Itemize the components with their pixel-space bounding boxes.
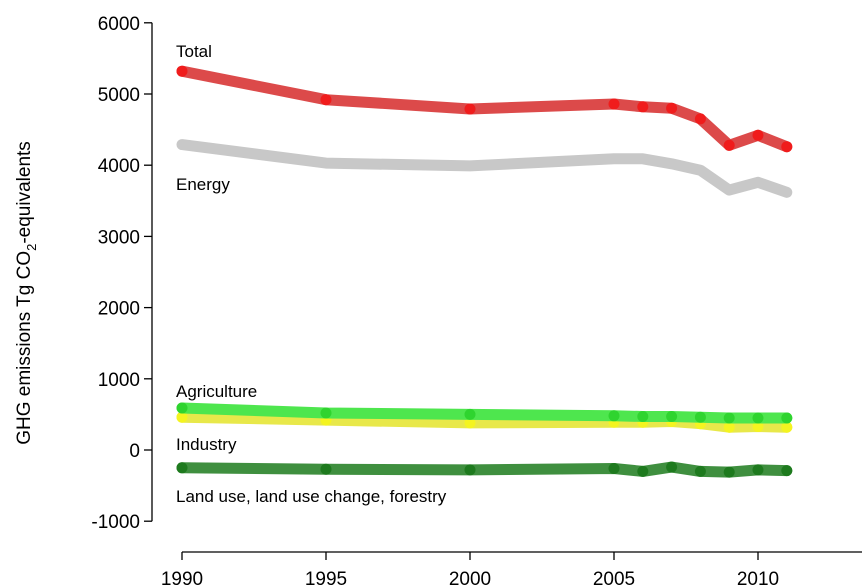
- y-tick-label: 3000: [98, 227, 140, 248]
- series-label-agriculture: Agriculture: [176, 382, 257, 401]
- data-point-total: [752, 129, 764, 141]
- data-point-industry: [752, 421, 764, 432]
- data-point-land-use-land-use-change-forestry: [752, 464, 764, 476]
- data-point-agriculture: [320, 407, 332, 419]
- y-tick-label: 0: [129, 441, 140, 462]
- data-point-total: [176, 65, 188, 77]
- data-point-land-use-land-use-change-forestry: [781, 465, 793, 477]
- data-point-agriculture: [781, 412, 793, 424]
- data-point-agriculture: [752, 412, 764, 424]
- data-point-land-use-land-use-change-forestry: [694, 465, 706, 477]
- y-axis-title: GHG emissions Tg CO2-equivalents: [14, 141, 39, 445]
- data-point-total: [637, 101, 649, 113]
- series-agriculture: [176, 402, 793, 424]
- series-label-lulucf: Land use, land use change, forestry: [176, 487, 447, 506]
- y-axis-title-suffix: -equivalents: [14, 141, 35, 243]
- y-tick-label: 1000: [98, 370, 140, 391]
- data-point-industry: [781, 421, 793, 433]
- y-tick-label: 4000: [98, 156, 140, 177]
- y-tick-label: 6000: [98, 14, 140, 35]
- data-point-agriculture: [464, 408, 476, 420]
- y-tick-label: 5000: [98, 85, 140, 106]
- x-tick-label: 2010: [737, 569, 779, 586]
- series-label-industry: Industry: [176, 435, 237, 454]
- data-point-agriculture: [666, 411, 678, 422]
- data-point-agriculture: [723, 412, 735, 424]
- data-point-total: [666, 102, 678, 114]
- series-line-agriculture: [176, 402, 793, 424]
- data-point-total: [781, 141, 793, 153]
- data-point-land-use-land-use-change-forestry: [176, 462, 188, 474]
- axes: [151, 22, 862, 553]
- x-tick-label: 1995: [305, 569, 347, 586]
- y-ticks: 6000 5000 4000 3000 2000 1000 0 -1000: [91, 14, 152, 533]
- series-total: [176, 65, 793, 153]
- data-point-agriculture: [608, 410, 620, 422]
- data-point-agriculture: [176, 402, 188, 414]
- series-label-energy: Energy: [176, 175, 230, 194]
- data-point-total: [723, 139, 735, 151]
- data-point-total: [320, 94, 332, 106]
- x-tick-label: 1990: [161, 569, 203, 586]
- data-point-land-use-land-use-change-forestry: [320, 463, 332, 475]
- data-point-agriculture: [694, 411, 706, 423]
- data-point-total: [694, 113, 706, 125]
- y-axis-title-subscript: 2: [24, 244, 39, 251]
- x-tick-label: 2005: [593, 569, 635, 586]
- data-point-agriculture: [637, 411, 649, 422]
- data-point-industry: [723, 421, 735, 433]
- series-label-total: Total: [176, 42, 212, 61]
- y-tick-label: 2000: [98, 299, 140, 320]
- series-line-total: [176, 65, 793, 153]
- data-point-total: [464, 103, 476, 115]
- data-point-land-use-land-use-change-forestry: [666, 461, 678, 473]
- data-point-total: [608, 98, 620, 110]
- y-axis-title-prefix: GHG emissions Tg CO: [14, 251, 35, 445]
- data-point-industry: [176, 411, 188, 423]
- data-point-land-use-land-use-change-forestry: [464, 464, 476, 476]
- series-energy: [176, 139, 793, 198]
- data-point-land-use-land-use-change-forestry: [637, 465, 649, 477]
- series-line-land-use-land-use-change-forestry: [176, 461, 793, 478]
- data-point-industry: [464, 417, 476, 429]
- series-land-use-land-use-change-forestry: [176, 461, 793, 478]
- data-point-land-use-land-use-change-forestry: [723, 466, 735, 478]
- x-ticks: 1990 1995 2000 2005 2010: [161, 552, 779, 586]
- series-line-energy: [176, 139, 793, 198]
- y-tick-label: -1000: [91, 512, 140, 533]
- series-lines: [176, 65, 793, 478]
- x-tick-label: 2000: [449, 569, 491, 586]
- series-labels: Total Energy Agriculture Industry Land u…: [176, 42, 447, 506]
- data-point-land-use-land-use-change-forestry: [608, 463, 620, 474]
